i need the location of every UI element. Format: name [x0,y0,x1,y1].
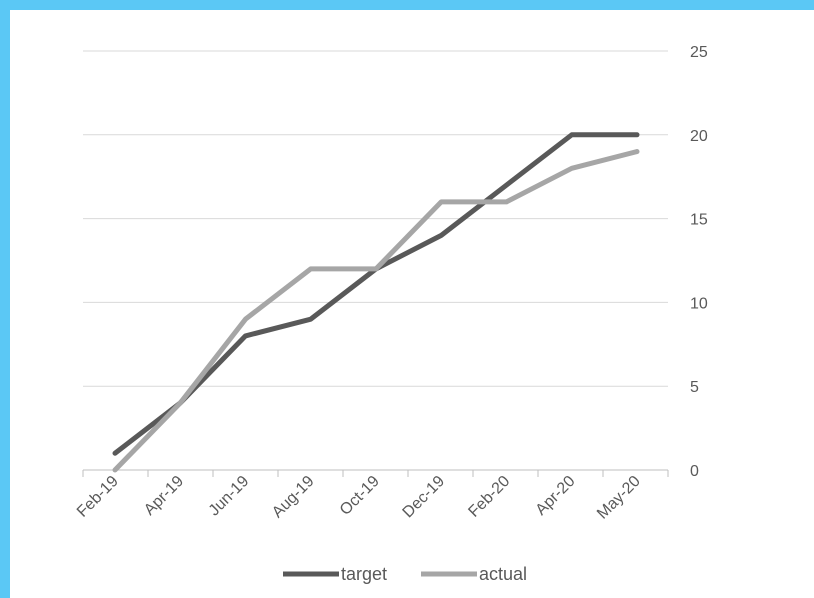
legend: target actual [283,564,527,584]
x-tick-label: Apr-19 [141,473,187,519]
y-axis-labels: 0 5 10 15 20 25 [690,44,708,480]
series-line-target [112,132,640,456]
chart-frame [10,10,814,598]
x-tick-label: Feb-19 [74,473,122,521]
x-tick-label: Aug-19 [269,473,318,522]
y-tick-label: 15 [690,212,708,229]
x-tick-label: Feb-20 [465,473,513,521]
legend-label-actual: actual [479,564,527,584]
x-tick-label: Dec-19 [400,473,449,522]
y-tick-label: 20 [690,128,708,145]
legend-label-target: target [341,564,387,584]
x-tick-label: May-20 [594,473,644,523]
series-line-actual [112,149,640,473]
x-tick-label: Jun-19 [206,473,253,520]
x-axis [82,469,669,477]
x-tick-label: Oct-19 [337,473,383,519]
gridlines [83,50,668,387]
x-tick-label: Apr-20 [533,473,579,519]
x-axis-labels: Feb-19 Apr-19 Jun-19 Aug-19 Oct-19 Dec-19 Feb-… [74,473,644,523]
y-tick-label: 0 [690,463,699,480]
y-tick-label: 10 [690,295,708,312]
y-tick-label: 25 [690,44,708,61]
y-tick-label: 5 [690,379,699,396]
series-lines [112,132,640,473]
